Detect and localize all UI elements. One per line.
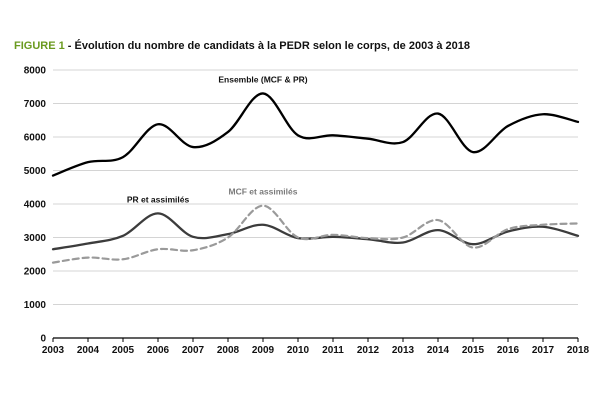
gridlines <box>53 69 578 305</box>
axes: 0 1000 2000 3000 4000 5000 6000 7000 8000 2003 200… <box>24 66 590 357</box>
x-tick-label: 2010 <box>287 345 310 356</box>
x-tick-label: 2017 <box>532 345 555 356</box>
x-tick-label: 2015 <box>462 345 485 356</box>
series-label: Ensemble (MCF & PR) <box>218 75 307 85</box>
y-tick-label: 2000 <box>24 267 47 278</box>
x-tick-label: 2013 <box>392 345 415 356</box>
x-tick-label: 2014 <box>427 345 450 356</box>
figure-title-text: - Évolution du nombre de candidats à la … <box>64 40 471 52</box>
x-tick-label: 2009 <box>252 345 275 356</box>
x-tick-label: 2003 <box>42 345 65 356</box>
y-tick-label: 4000 <box>24 200 47 211</box>
y-tick-label: 1000 <box>24 300 47 311</box>
y-tick-label: 7000 <box>24 99 47 110</box>
x-tick-label: 2018 <box>567 345 590 356</box>
x-tick-label: 2007 <box>182 345 205 356</box>
x-tick-label: 2016 <box>497 345 520 356</box>
y-tick-label: 6000 <box>24 133 47 144</box>
chart-title: FIGURE 1 - Évolution du nombre de candid… <box>14 40 470 52</box>
series-ensemble-line <box>51 92 580 177</box>
y-tick-label: 8000 <box>24 66 47 77</box>
x-tick-label: 2006 <box>147 345 170 356</box>
y-tick-label: 3000 <box>24 233 47 244</box>
x-tick-label: 2011 <box>322 345 344 356</box>
x-tick-label: 2005 <box>112 345 135 356</box>
series-label: PR et assimilés <box>127 194 190 204</box>
x-tick-label: 2012 <box>357 345 380 356</box>
x-tick-label: 2004 <box>77 345 100 356</box>
series-mcf-line <box>51 204 580 264</box>
series-pr-line <box>51 212 580 251</box>
y-tick-label: 5000 <box>24 166 47 177</box>
series-labels: Ensemble (MCF & PR) PR et assimilés MCF et… <box>127 75 308 205</box>
series-lines <box>51 92 580 264</box>
figure-label: FIGURE 1 <box>14 40 65 52</box>
x-tick-label: 2008 <box>217 345 240 356</box>
series-label: MCF et assimilés <box>229 187 298 197</box>
y-tick-label: 0 <box>40 334 46 345</box>
